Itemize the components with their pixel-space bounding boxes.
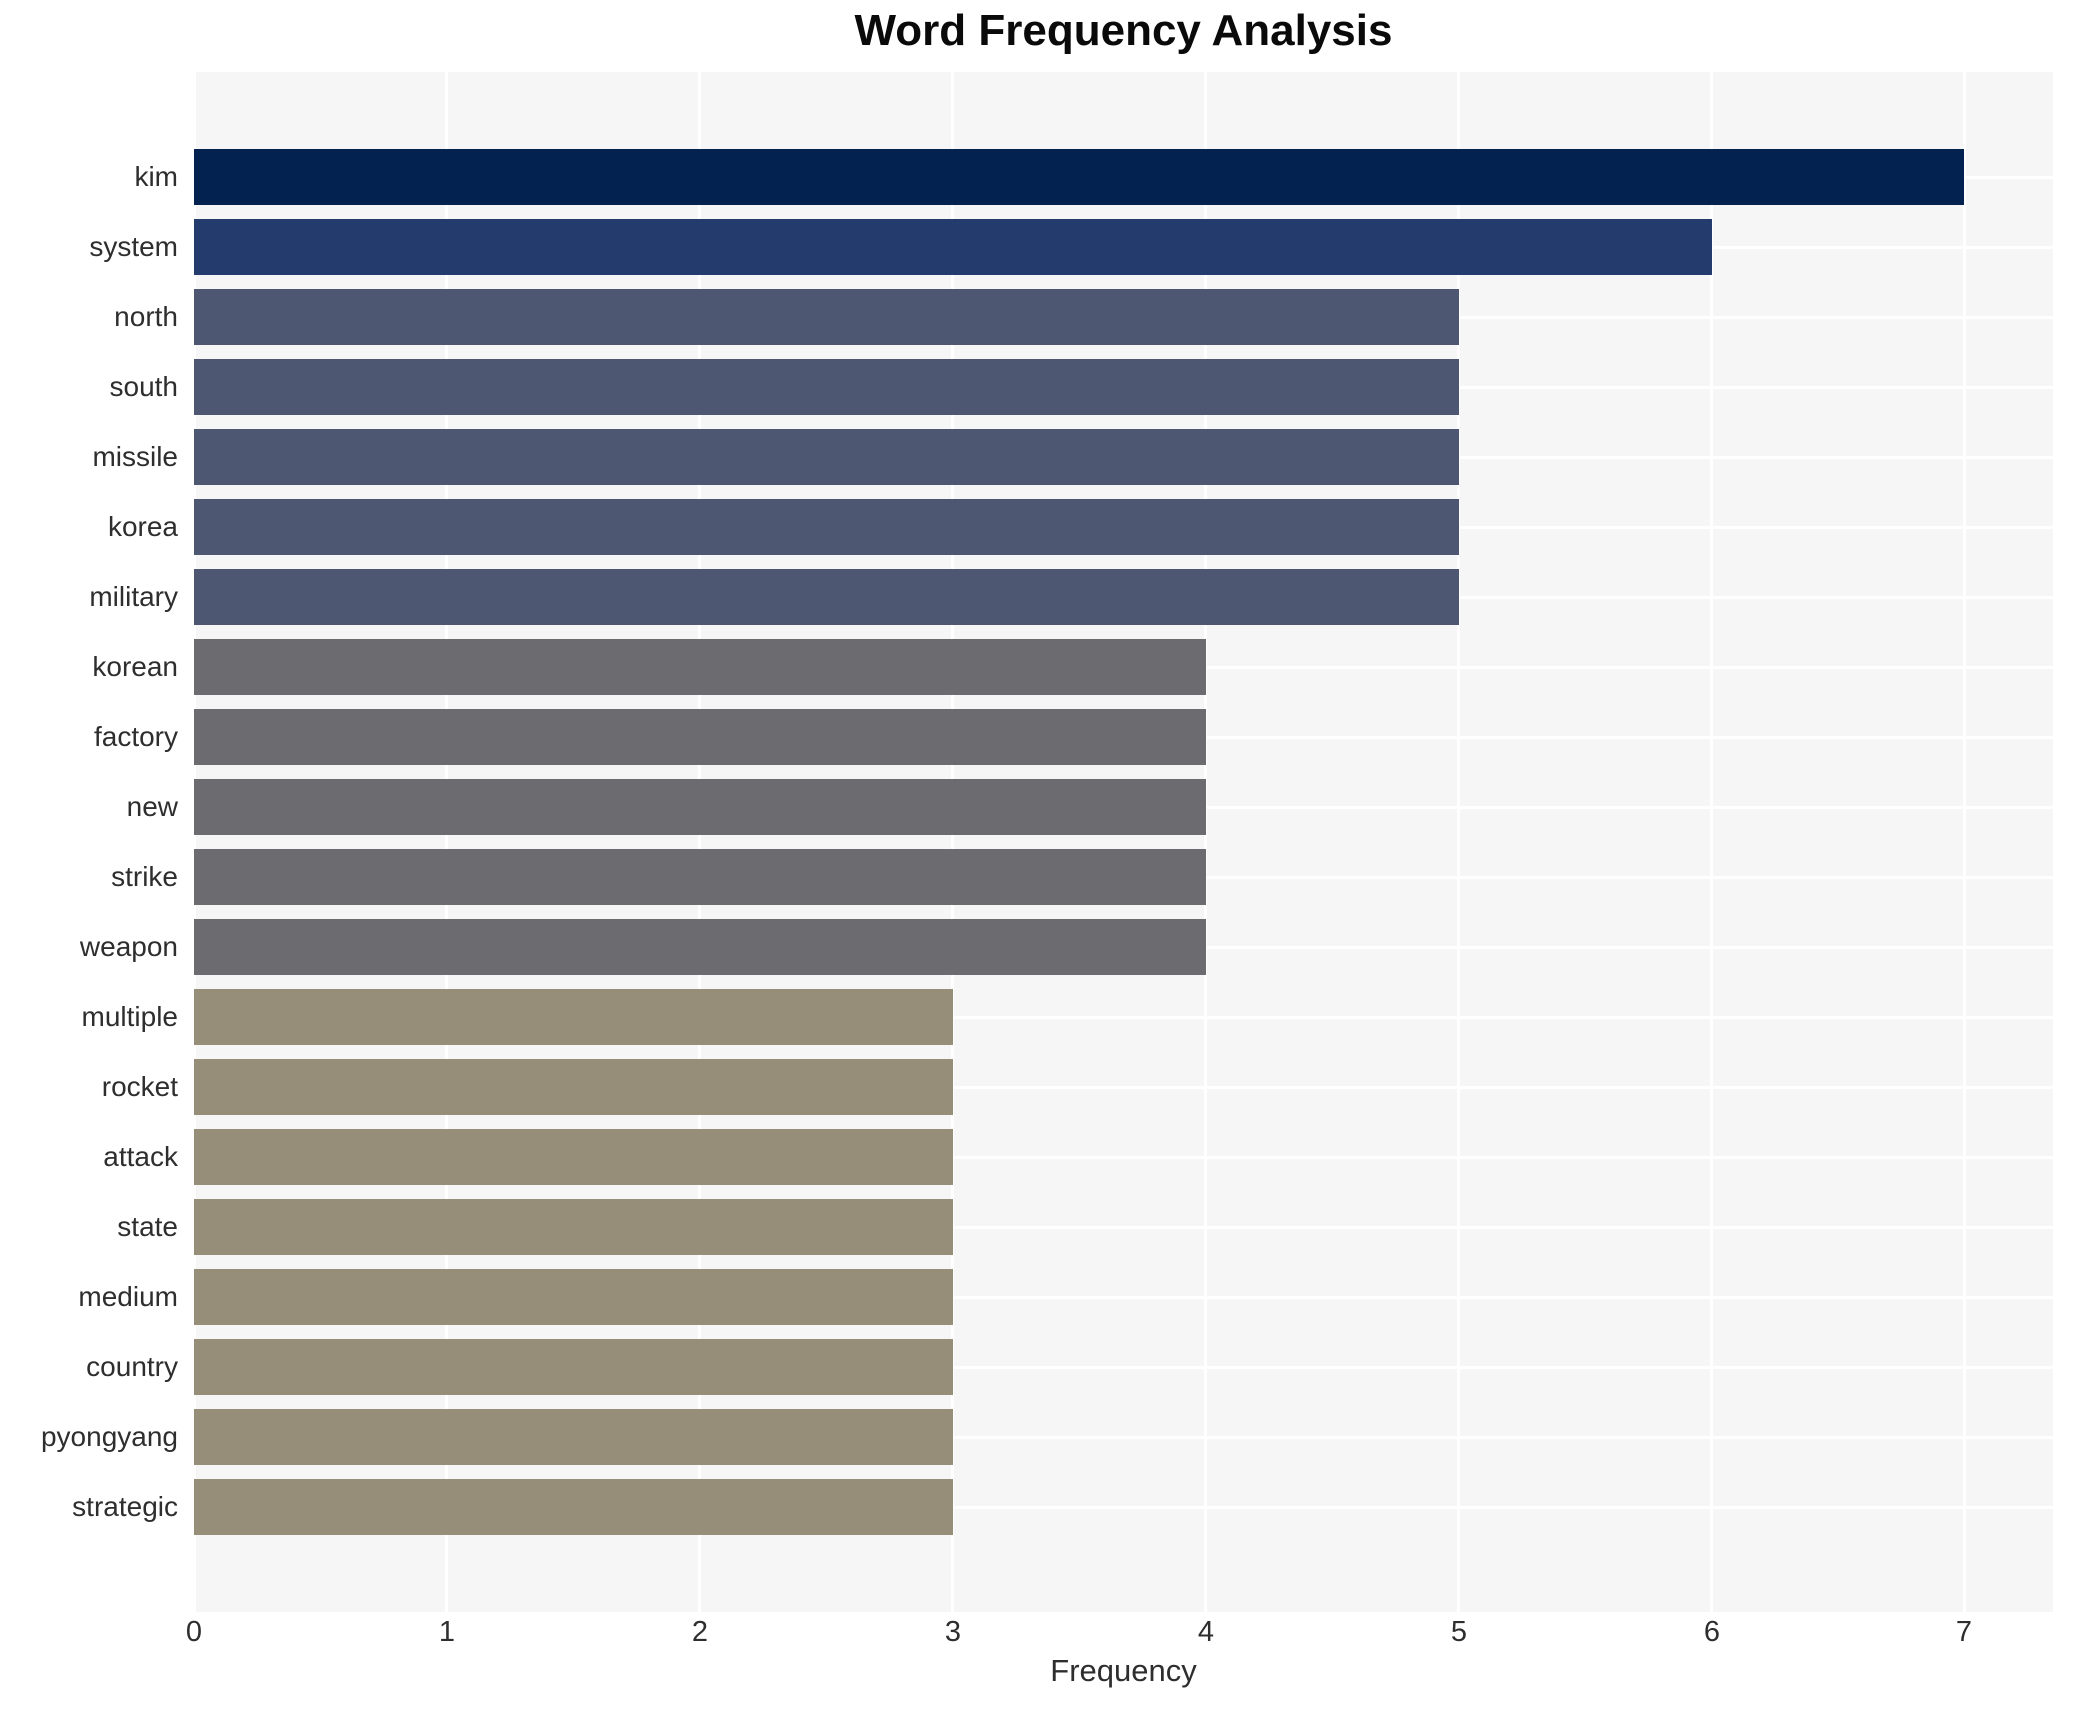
v-gridline [193,72,196,1612]
h-gridline [194,1086,2053,1089]
y-label-strategic: strategic [72,1491,178,1522]
bar-factory [194,709,1206,765]
y-label-country: country [86,1351,178,1382]
x-tick-6: 6 [1703,1616,1721,1648]
bar-system [194,219,1712,275]
bar-rocket [194,1059,953,1115]
bar-weapon [194,919,1206,975]
y-label-missile: missile [92,441,178,472]
y-label-kim: kim [134,161,178,192]
x-tick-7: 7 [1955,1616,1973,1648]
bar-strike [194,849,1206,905]
y-label-strike: strike [111,861,178,892]
v-gridline [1963,72,1966,1612]
y-label-south: south [109,371,179,402]
y-label-attack: attack [103,1141,178,1172]
y-label-korean: korean [92,651,178,682]
h-gridline [194,1366,2053,1369]
x-axis-title: Frequency [1050,1653,1197,1688]
bar-multiple [194,989,953,1045]
h-gridline [194,1436,2053,1439]
h-gridline [194,1016,2053,1019]
y-label-military: military [89,581,178,612]
bar-strategic [194,1479,953,1535]
h-gridline [194,1296,2053,1299]
y-label-weapon: weapon [79,931,178,962]
bar-korea [194,499,1459,555]
h-gridline [194,1226,2053,1229]
chart-title: Word Frequency Analysis [854,6,1393,55]
y-label-pyongyang: pyongyang [40,1421,178,1452]
h-gridline [194,1156,2053,1159]
bar-country [194,1339,953,1395]
x-tick-3: 3 [944,1616,962,1648]
bar-pyongyang [194,1409,953,1465]
h-gridline [194,1506,2053,1509]
x-tick-2: 2 [691,1616,709,1648]
y-label-multiple: multiple [81,1001,178,1032]
y-label-medium: medium [78,1281,178,1312]
y-label-korea: korea [107,511,178,542]
v-gridline [951,72,954,1612]
v-gridline [1457,72,1460,1612]
bar-state [194,1199,953,1255]
bar-attack [194,1129,953,1185]
x-tick-5: 5 [1450,1616,1468,1648]
y-label-rocket: rocket [101,1071,178,1102]
v-gridline [445,72,448,1612]
v-gridline [1204,72,1207,1612]
y-label-state: state [117,1211,178,1242]
bar-korean [194,639,1206,695]
v-gridline [698,72,701,1612]
bar-kim [194,149,1964,205]
bar-north [194,289,1459,345]
bar-missile [194,429,1459,485]
x-tick-1: 1 [438,1616,456,1648]
x-tick-0: 0 [185,1616,203,1648]
bar-south [194,359,1459,415]
y-label-north: north [114,301,178,332]
bar-military [194,569,1459,625]
v-gridline [1710,72,1713,1612]
y-label-system: system [89,231,178,262]
y-label-new: new [126,791,178,822]
bar-medium [194,1269,953,1325]
y-label-factory: factory [93,721,178,752]
plot-area [193,72,2053,1612]
x-tick-4: 4 [1197,1616,1215,1648]
bar-new [194,779,1206,835]
